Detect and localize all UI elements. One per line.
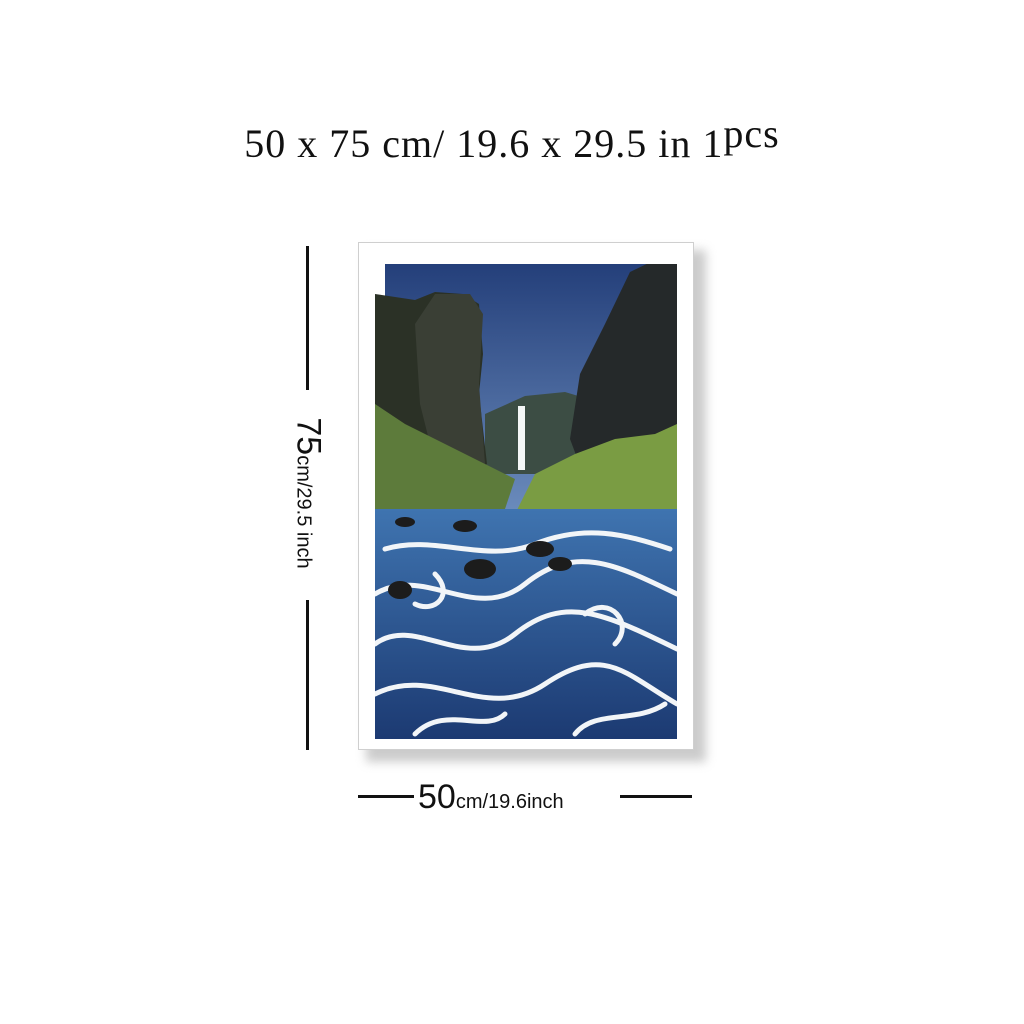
height-value: 75 xyxy=(289,417,328,456)
waterfall xyxy=(518,406,525,470)
green-slope-left xyxy=(375,404,515,514)
green-slope-right xyxy=(515,424,677,524)
landscape-artwork xyxy=(375,264,677,739)
river-rocks xyxy=(388,517,572,599)
piece-count: 1 xyxy=(702,121,724,166)
size-headline: 50 x 75 cm/ 19.6 x 29.5 in 1pcs xyxy=(0,111,1024,167)
width-dimension-label: 50cm/19.6inch xyxy=(418,778,564,817)
height-dimension-label: 75cm/29.5 inch xyxy=(289,417,328,568)
height-marker-bottom-line xyxy=(306,600,309,750)
piece-unit: pcs xyxy=(723,111,780,156)
size-headline-text: 50 x 75 cm/ 19.6 x 29.5 in xyxy=(244,121,703,166)
right-cliff xyxy=(570,264,677,479)
height-unit: cm/29.5 inch xyxy=(292,455,315,569)
width-marker-left-line xyxy=(358,795,414,798)
width-marker-right-line xyxy=(620,795,692,798)
left-pillar xyxy=(415,294,485,464)
width-unit: cm/19.6inch xyxy=(455,791,564,813)
width-value: 50 xyxy=(418,778,456,816)
height-marker-top-line xyxy=(306,246,309,390)
